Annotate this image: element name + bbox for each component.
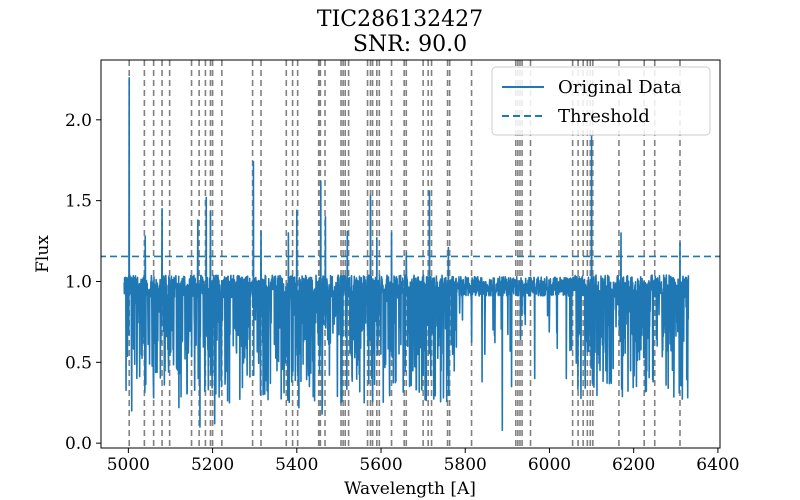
y-tick-label-4: 2.0	[65, 111, 92, 131]
x-tick-label-6: 6200	[612, 455, 655, 475]
y-tick-label-2: 1.0	[65, 272, 92, 292]
y-tick-label-1: 0.5	[65, 353, 92, 373]
x-tick-label-3: 5600	[359, 455, 402, 475]
data-layer	[123, 76, 690, 432]
x-tick-label-4: 5800	[444, 455, 487, 475]
legend-label-threshold: Threshold	[558, 106, 650, 127]
series-original-data	[123, 76, 690, 432]
legend: Original Data Threshold	[491, 66, 711, 136]
legend-label-original: Original Data	[558, 77, 682, 98]
y-axis-label: Flux	[33, 235, 53, 273]
x-axis-label: Wavelength [A]	[344, 479, 476, 499]
x-tick-label-2: 5400	[275, 455, 318, 475]
x-tick-label-5: 6000	[528, 455, 571, 475]
y-tick-label-3: 1.5	[65, 192, 92, 212]
chart-subtitle: SNR: 90.0	[353, 32, 467, 57]
y-axis-ticks: 0.0 0.5 1.0 1.5 2.0	[65, 111, 101, 454]
x-tick-label-0: 5000	[107, 455, 150, 475]
x-axis-ticks: 5000 5200 5400 5600 5800 6000 6200 6400	[107, 448, 740, 475]
x-tick-label-7: 6400	[696, 455, 739, 475]
legend-box	[491, 66, 711, 136]
plot-frame	[100, 59, 721, 449]
y-tick-label-0: 0.0	[65, 434, 92, 454]
x-tick-label-1: 5200	[191, 455, 234, 475]
chart-title: TIC286132427	[317, 7, 483, 32]
